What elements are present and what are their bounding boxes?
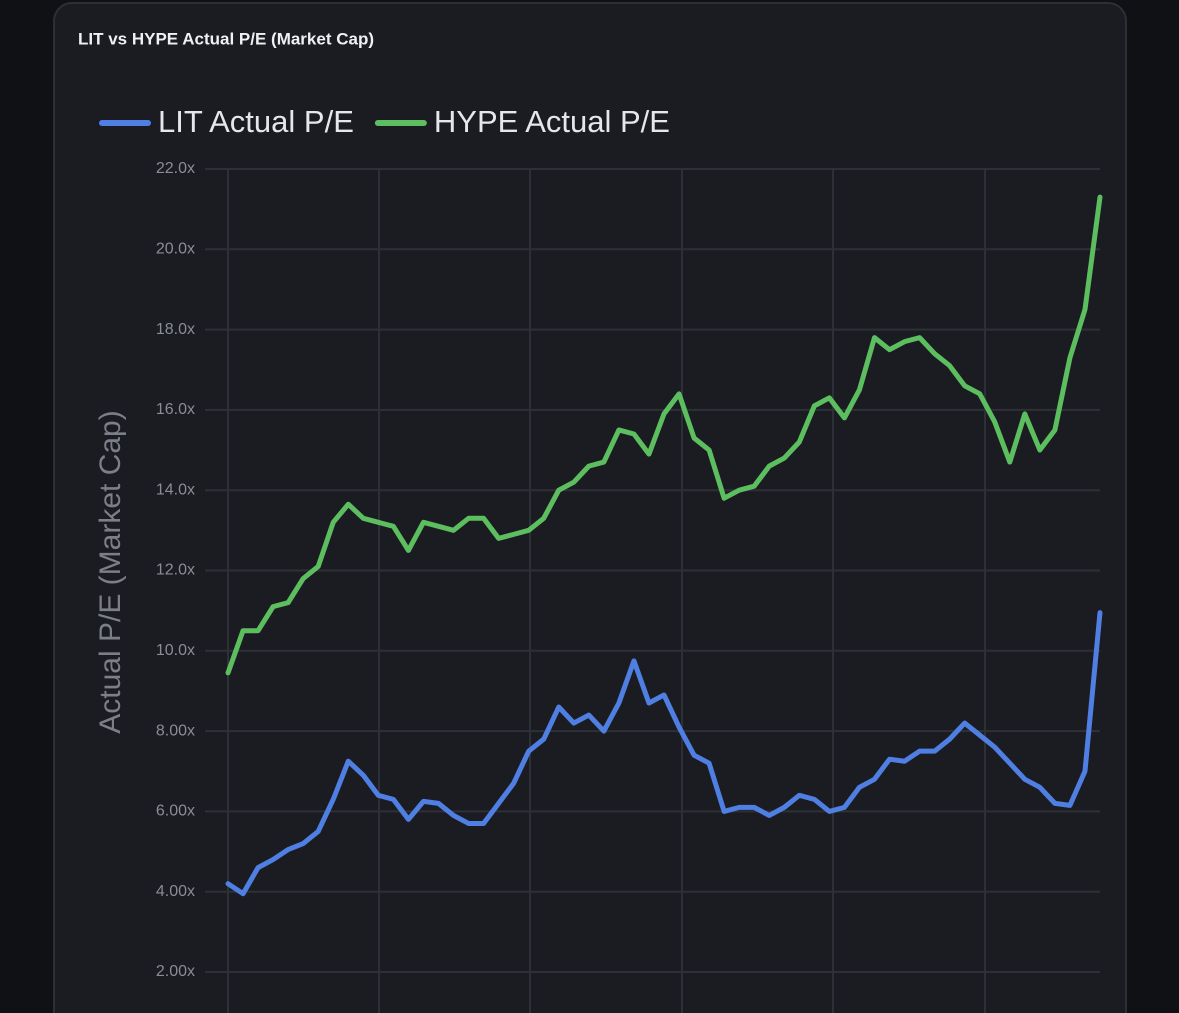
legend-label: LIT Actual P/E	[158, 104, 354, 139]
y-tick-label: 16.0x	[156, 401, 195, 418]
series-line	[225, 194, 1103, 676]
y-tick-label: 20.0x	[156, 241, 195, 258]
y-tick-label: 12.0x	[156, 562, 195, 579]
legend-label: HYPE Actual P/E	[434, 104, 670, 139]
y-tick-label: 18.0x	[156, 321, 195, 338]
vertical-grid	[227, 169, 986, 1013]
series-line	[225, 610, 1103, 897]
y-tick-label: 6.00x	[156, 803, 195, 820]
card	[53, 2, 1127, 1013]
y-tick-label: 4.00x	[156, 883, 195, 900]
y-tick-label: 14.0x	[156, 481, 195, 498]
chart-title: LIT vs HYPE Actual P/E (Market Cap)	[78, 29, 374, 48]
y-tick-label: 2.00x	[156, 963, 195, 980]
y-tick-label: 8.00x	[156, 722, 195, 739]
y-axis-label: Actual P/E (Market Cap)	[94, 410, 127, 733]
y-tick-label: 10.0x	[156, 642, 195, 659]
y-tick-label: 22.0x	[156, 160, 195, 177]
